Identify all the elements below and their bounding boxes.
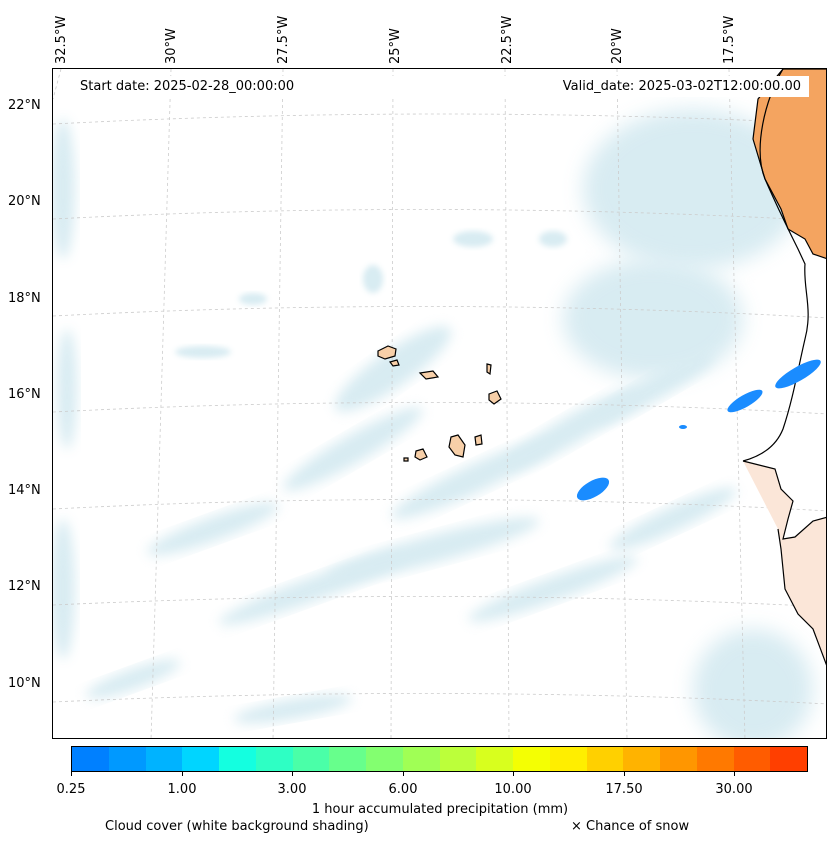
colorbar-tick-mark	[182, 772, 183, 776]
longitude-label: 32.5°W	[54, 15, 69, 64]
latitude-label: 14°N	[8, 483, 41, 498]
colorbar-segment	[623, 747, 660, 771]
longitude-label: 25°W	[388, 28, 403, 64]
colorbar-segment	[145, 747, 183, 771]
map-canvas	[53, 69, 826, 738]
precipitation-areas	[576, 359, 821, 501]
graticule	[53, 69, 826, 738]
colorbar-segment	[733, 747, 771, 771]
colorbar-segment	[586, 747, 624, 771]
longitude-label: 22.5°W	[500, 15, 515, 64]
colorbar-tick-label: 10.00	[494, 782, 532, 797]
valid-date-label: Valid_date: 2025-03-02T12:00:00.00	[562, 79, 801, 94]
date-info-bar: Start date: 2025-02-28_00:00:00 Valid_da…	[73, 76, 809, 97]
start-date-label: Start date: 2025-02-28_00:00:00	[80, 79, 295, 94]
snow-legend: × Chance of snow	[571, 819, 690, 834]
longitude-label: 20°W	[610, 28, 625, 64]
colorbar-segment	[108, 747, 146, 771]
cloud-cover-legend: Cloud cover (white background shading)	[105, 819, 369, 834]
cloud-cover-shading	[53, 109, 813, 738]
longitude-label: 17.5°W	[722, 15, 737, 64]
colorbar-tick-mark	[403, 772, 404, 776]
colorbar-tick-label: 1.00	[167, 782, 197, 797]
longitude-label: 27.5°W	[276, 15, 291, 64]
colorbar-tick-mark	[624, 772, 625, 776]
latitude-label: 20°N	[8, 194, 41, 209]
colorbar-segment	[402, 747, 440, 771]
latitude-label: 10°N	[8, 676, 41, 691]
precipitation-colorbar	[71, 746, 808, 772]
africa-coast	[742, 69, 826, 666]
colorbar-segment	[696, 747, 734, 771]
latitude-label: 16°N	[8, 387, 41, 402]
colorbar-segment	[182, 747, 219, 771]
latitude-label: 12°N	[8, 579, 41, 594]
colorbar-tick-label: 6.00	[388, 782, 418, 797]
colorbar-segment	[660, 747, 697, 771]
colorbar-tick-label: 3.00	[277, 782, 307, 797]
colorbar-segment	[513, 747, 550, 771]
colorbar-segment	[219, 747, 256, 771]
colorbar-segment	[329, 747, 366, 771]
colorbar-segment	[439, 747, 477, 771]
colorbar-segment	[770, 747, 807, 771]
latitude-label: 18°N	[8, 291, 41, 306]
colorbar-segment	[72, 747, 109, 771]
colorbar-label: 1 hour accumulated precipitation (mm)	[311, 802, 569, 817]
colorbar-segment	[476, 747, 513, 771]
colorbar-segment	[292, 747, 330, 771]
colorbar-tick-label: 30.00	[715, 782, 753, 797]
map-panel: Start date: 2025-02-28_00:00:00 Valid_da…	[52, 68, 827, 739]
longitude-label: 30°W	[164, 28, 179, 64]
colorbar-tick-label: 17.50	[605, 782, 643, 797]
colorbar-segment	[255, 747, 293, 771]
latitude-label: 22°N	[8, 98, 41, 113]
colorbar-tick-mark	[513, 772, 514, 776]
colorbar-segment	[366, 747, 403, 771]
colorbar-tick-label: 0.25	[56, 782, 86, 797]
colorbar-tick-mark	[292, 772, 293, 776]
colorbar-tick-mark	[734, 772, 735, 776]
colorbar-segment	[549, 747, 587, 771]
colorbar-tick-mark	[71, 772, 72, 776]
cape-verde-islands	[377, 345, 502, 462]
